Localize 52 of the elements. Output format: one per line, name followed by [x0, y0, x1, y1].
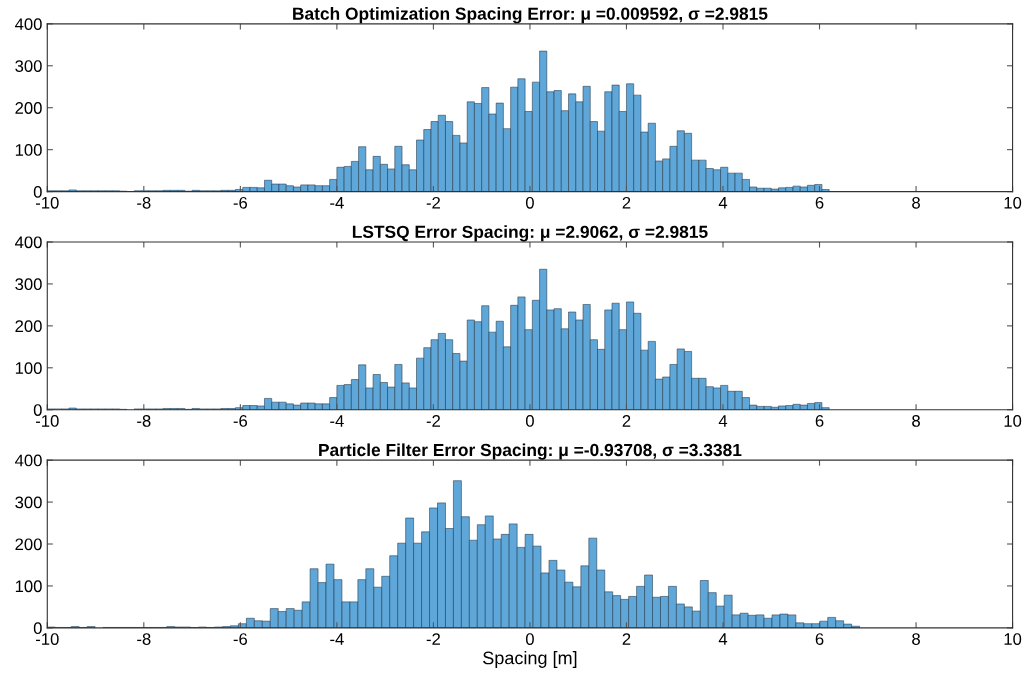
x-tick-label: -10: [35, 633, 59, 645]
x-tick-label: -2: [426, 196, 440, 209]
y-tick-label: 400: [15, 18, 42, 31]
x-tick-label: -4: [330, 197, 344, 209]
x-tick-label: -8: [137, 633, 151, 645]
chart-title: Particle Filter Error Spacing: μ =-0.93708, σ =3.3381: [319, 443, 742, 460]
x-tick-label: 4: [718, 633, 728, 645]
y-tick-label: 100: [15, 144, 42, 156]
x-tick-label: 0: [525, 196, 534, 209]
x-tick-label: 4: [718, 197, 728, 209]
x-tick-label: 2: [622, 633, 631, 645]
y-tick-label: 0: [33, 185, 42, 198]
x-tick-label: -4: [330, 633, 344, 645]
x-tick-label: 0: [525, 633, 534, 645]
y-tick-label: 100: [15, 580, 42, 593]
y-tick-label: 100: [15, 362, 42, 374]
y-tick-label: 200: [15, 538, 42, 551]
y-tick-label: 0: [33, 404, 42, 416]
y-tick-label: 0: [33, 622, 42, 635]
x-tick-label: 2: [622, 415, 631, 427]
y-tick-label: 300: [15, 60, 42, 72]
y-tick-label: 400: [15, 454, 42, 467]
x-tick-label: 6: [815, 415, 824, 427]
x-tick-label: 0: [525, 415, 534, 427]
x-tick-label: 10: [1004, 633, 1022, 645]
x-tick-label: -6: [233, 415, 248, 427]
x-tick-label: 2: [622, 196, 631, 209]
x-tick-label: 6: [815, 196, 824, 209]
y-tick-label: 200: [15, 320, 42, 333]
chart-title: LSTSQ Error Spacing: μ =2.9062, σ =2.9815: [352, 225, 708, 242]
x-tick-label: -10: [35, 196, 59, 209]
y-tick-label: 300: [15, 278, 42, 291]
y-tick-label: 200: [15, 102, 42, 114]
y-tick-label: 300: [15, 496, 42, 509]
x-tick-label: 8: [912, 196, 920, 209]
x-tick-label: -6: [233, 633, 248, 645]
x-tick-label: 8: [912, 633, 920, 645]
x-tick-label: -4: [330, 415, 344, 427]
x-tick-label: 6: [815, 633, 824, 645]
x-tick-label: -2: [426, 415, 440, 427]
chart-title: Batch Optimization Spacing Error: μ =0.009592, σ =2.9815: [293, 7, 768, 24]
x-tick-label: -6: [233, 196, 248, 209]
x-tick-label: -8: [137, 415, 151, 427]
x-tick-label: 10: [1004, 415, 1022, 427]
x-tick-label: 10: [1004, 196, 1022, 209]
y-tick-label: 400: [15, 236, 42, 249]
x-tick-label: -2: [426, 633, 440, 645]
x-tick-label: 4: [718, 415, 728, 427]
x-tick-label: -10: [35, 415, 59, 427]
x-axis-title: Spacing [m]: [483, 651, 577, 668]
x-tick-label: 8: [912, 415, 920, 427]
x-tick-label: -8: [137, 196, 151, 209]
